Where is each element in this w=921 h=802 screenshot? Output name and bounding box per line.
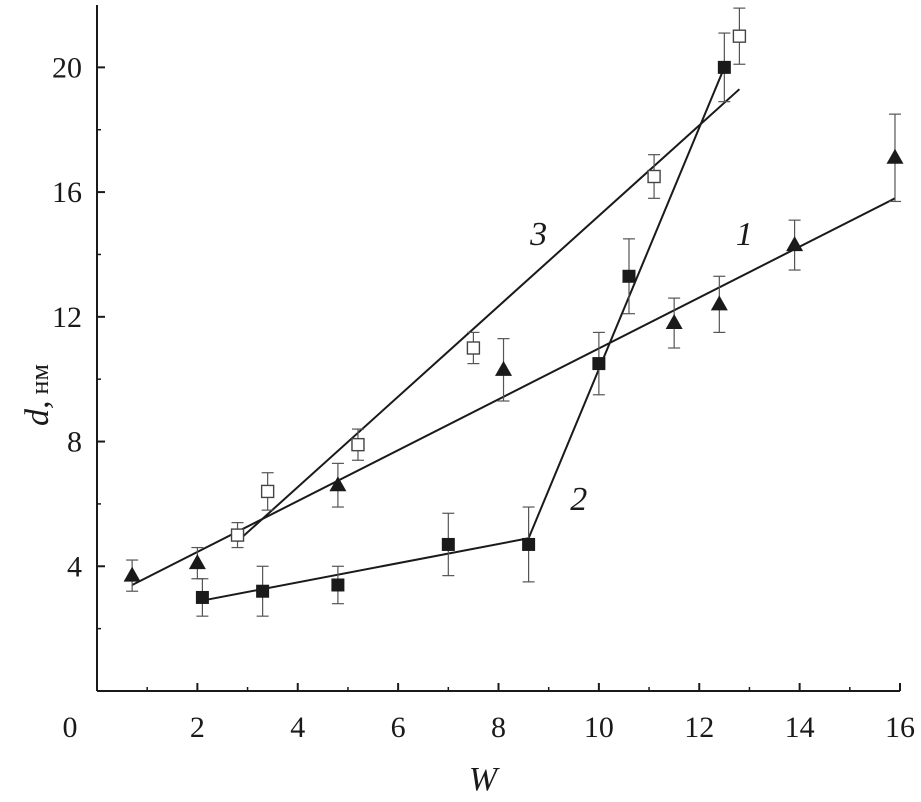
data-point-square-open (466, 341, 481, 355)
data-point-triangle (329, 476, 347, 492)
data-point-square-open (230, 528, 245, 542)
data-point-triangle (886, 148, 904, 164)
fit-lines (131, 66, 896, 602)
data-point-triangle (665, 314, 683, 330)
data-point-square-filled (256, 584, 270, 598)
x-tick-label: 14 (785, 711, 815, 744)
error-bars (126, 7, 901, 617)
data-point-square-filled (331, 578, 345, 592)
fit-line-3 (236, 88, 741, 543)
data-point-triangle (786, 236, 804, 252)
data-point-square-filled (717, 60, 731, 74)
data-point-square-filled (592, 357, 606, 371)
x-tick-label: 8 (491, 711, 506, 744)
x-tick-label: 4 (290, 711, 305, 744)
x-tick-label: 10 (584, 711, 614, 744)
data-point-triangle (495, 360, 513, 376)
curve-label-3: 3 (529, 216, 547, 253)
x-tick-label: 2 (190, 711, 205, 744)
y-axis-label-unit: нм (25, 364, 54, 394)
data-point-square-open (732, 29, 747, 43)
data-point-square-filled (441, 537, 455, 551)
axes (96, 5, 900, 692)
data-point-triangle (188, 554, 206, 570)
x-axis-label: W (469, 761, 500, 798)
curve-label-2: 2 (570, 481, 587, 518)
x-tick-label: 16 (885, 711, 915, 744)
fit-line-1 (131, 197, 896, 586)
data-point-square-filled (522, 537, 536, 551)
data-point-triangle (123, 566, 141, 582)
data-point-triangle (710, 295, 728, 311)
y-tick-label: 16 (52, 176, 82, 209)
y-tick-label: 8 (67, 426, 82, 459)
x-tick-label: 6 (391, 711, 406, 744)
x-tick-label: 0 (63, 711, 78, 744)
y-tick-label: 20 (52, 51, 82, 84)
data-point-square-open (647, 169, 661, 184)
curve-label-1: 1 (736, 216, 753, 253)
data-point-square-open (260, 484, 275, 499)
data-point-square-filled (622, 269, 636, 283)
markers (123, 29, 904, 604)
fit-line-2 (202, 66, 726, 602)
x-tick-label: 12 (684, 711, 714, 744)
data-point-square-open (351, 437, 365, 452)
curve-labels: 1 2 3 (529, 216, 753, 518)
y-tick-label: 12 (52, 301, 82, 334)
y-tick-label: 4 (67, 550, 82, 583)
data-point-square-filled (195, 590, 209, 604)
y-axis-label-symbol: d, (19, 400, 56, 426)
y-axis-label: d, нм (19, 364, 56, 426)
